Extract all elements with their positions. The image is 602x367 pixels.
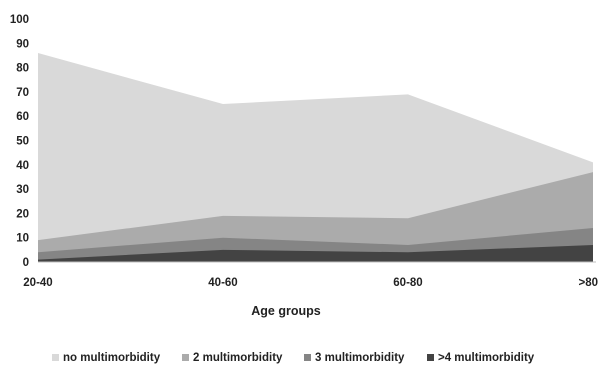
x-tick-label: 40-60: [208, 277, 237, 289]
axes: 0 10 20 30 40 50 60 70 80 90 100 20-40 40-60 60-80 >80: [10, 14, 598, 289]
legend-label: 3 multimorbidity: [315, 352, 405, 364]
plot-areas: [37, 53, 594, 262]
legend-label: 2 multimorbidity: [193, 352, 283, 364]
y-tick-label: 30: [16, 184, 29, 196]
legend-swatch: [427, 354, 434, 361]
legend-swatch: [182, 354, 189, 361]
legend-item-2-multimorbidity: 2 multimorbidity: [182, 352, 283, 364]
legend-item-4-multimorbidity: >4 multimorbidity: [427, 352, 535, 364]
y-tick-label: 80: [16, 63, 29, 75]
y-tick-label: 50: [16, 136, 29, 148]
y-tick-label: 10: [16, 233, 29, 245]
x-tick-label: 60-80: [393, 277, 422, 289]
x-axis-title: Age groups: [251, 304, 320, 318]
y-tick-label: 20: [16, 208, 29, 220]
x-tick-label: >80: [578, 277, 598, 289]
legend-item-no-multimorbidity: no multimorbidity: [52, 352, 161, 364]
legend-swatch: [52, 354, 59, 361]
legend: no multimorbidity 2 multimorbidity 3 multi…: [52, 352, 535, 364]
y-tick-label: 90: [16, 38, 29, 50]
legend-label: no multimorbidity: [63, 352, 161, 364]
y-tick-label: 70: [16, 87, 29, 99]
legend-label: >4 multimorbidity: [438, 352, 535, 364]
legend-item-3-multimorbidity: 3 multimorbidity: [304, 352, 405, 364]
y-tick-label: 100: [10, 14, 29, 26]
x-tick-label: 20-40: [23, 277, 52, 289]
area-2-multimorbidity: [38, 172, 593, 262]
y-tick-label: 60: [16, 111, 29, 123]
legend-swatch: [304, 354, 311, 361]
area-4-multimorbidity: [38, 244, 593, 262]
y-tick-label: 40: [16, 160, 29, 172]
y-tick-label: 0: [23, 257, 29, 269]
